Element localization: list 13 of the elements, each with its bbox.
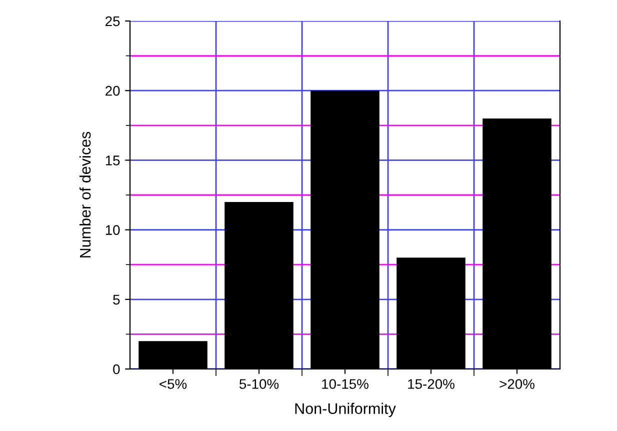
y-tick-label: 25 [106,16,120,26]
y-tick-label: 0 [113,364,120,374]
x-tick-label: >20% [500,379,534,389]
x-tick-label: 15-20% [408,379,454,389]
x-tick-label: <5% [160,379,187,389]
y-tick-label: 10 [106,225,120,235]
y-tick-label: 20 [106,86,120,96]
y-axis-title: Number of devices [79,132,91,258]
x-tick-label: 5-10% [239,379,279,389]
x-tick-label: 10-15% [322,379,368,389]
y-tick-label: 15 [106,156,120,166]
y-tick-label: 5 [113,294,120,305]
x-axis-title: Non-Uniformity [295,402,396,418]
